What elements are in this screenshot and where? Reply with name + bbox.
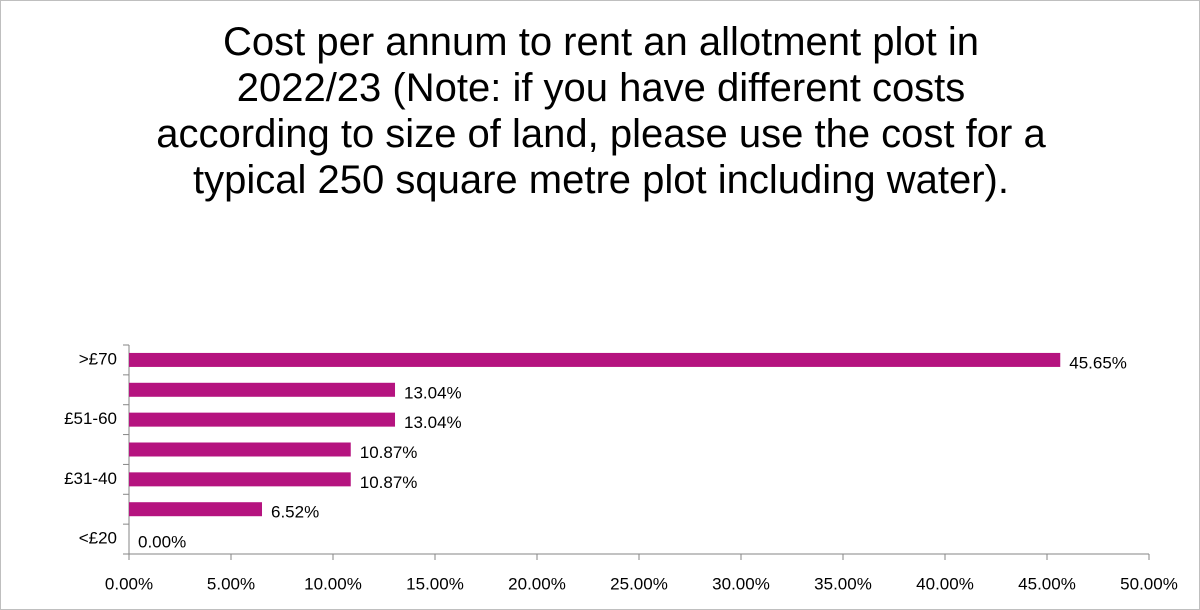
x-tick-label: 50.00% — [1120, 574, 1178, 593]
x-tick-label: 40.00% — [916, 574, 974, 593]
bar — [129, 502, 263, 517]
bar — [129, 442, 351, 457]
data-label: 0.00% — [138, 533, 186, 552]
bar — [129, 382, 396, 397]
data-label: 10.87% — [360, 443, 418, 462]
chart-title: Cost per annum to rent an allotment plot… — [156, 20, 1046, 202]
bar — [129, 472, 351, 487]
bar — [129, 412, 396, 427]
x-tick-label: 35.00% — [814, 574, 872, 593]
x-tick-label: 25.00% — [610, 574, 668, 593]
bar — [129, 352, 1061, 367]
data-label: 13.04% — [404, 383, 462, 402]
data-label: 13.04% — [404, 413, 462, 432]
x-tick-label: 20.00% — [508, 574, 566, 593]
y-tick-label: >£70 — [79, 349, 117, 368]
y-tick-label: £51-60 — [64, 409, 117, 428]
data-label: 45.65% — [1069, 353, 1127, 372]
x-tick-label: 0.00% — [105, 574, 153, 593]
y-tick-label: <£20 — [79, 529, 117, 548]
y-tick-label: £31-40 — [64, 469, 117, 488]
x-tick-label: 30.00% — [712, 574, 770, 593]
data-label: 6.52% — [271, 503, 319, 522]
x-tick-label: 15.00% — [406, 574, 464, 593]
data-label: 10.87% — [360, 473, 418, 492]
x-tick-label: 10.00% — [304, 574, 362, 593]
x-tick-label: 45.00% — [1018, 574, 1076, 593]
x-tick-label: 5.00% — [207, 574, 255, 593]
